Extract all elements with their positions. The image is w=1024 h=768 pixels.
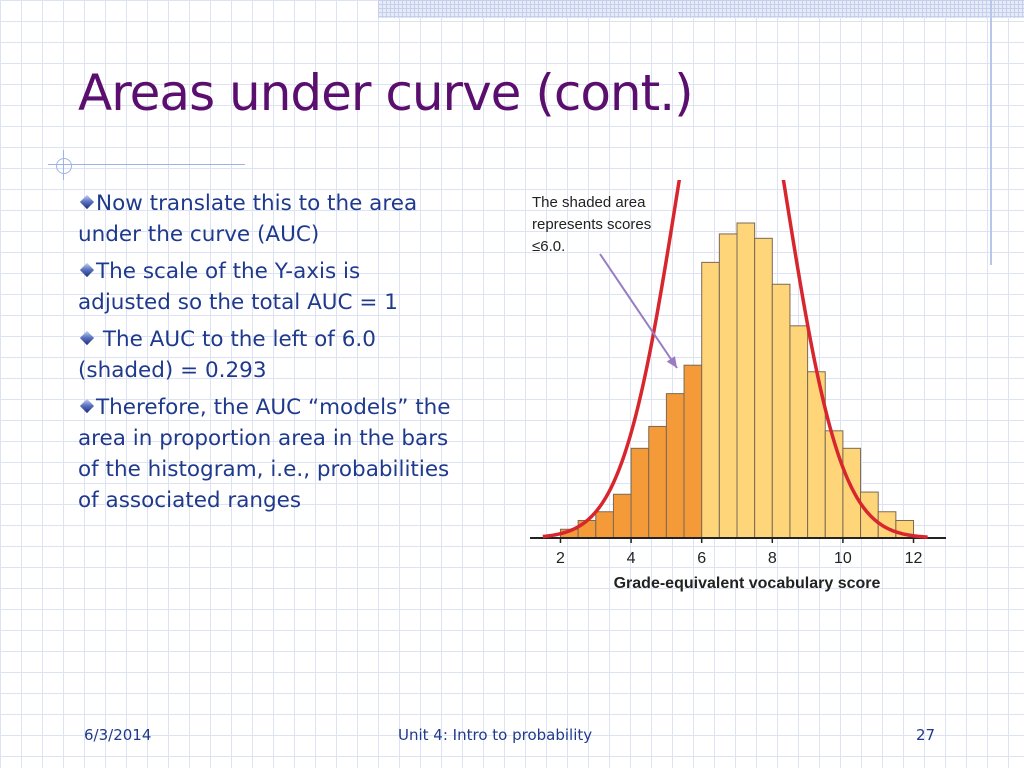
bullet-text: Therefore, the AUC “models” the area in …	[78, 395, 451, 513]
histogram-bar	[701, 261, 720, 539]
x-axis-ticks: 2 4 6 8 10 12	[556, 538, 923, 567]
x-tick-label: 8	[768, 550, 777, 567]
histogram-bar	[718, 233, 738, 539]
bullet-item: The scale of the Y-axis is adjusted so t…	[78, 256, 458, 318]
normal-curve	[542, 180, 928, 539]
footer-date: 6/3/2014	[84, 726, 152, 744]
histogram-bar	[736, 222, 756, 539]
annotation-line: represents scores	[532, 216, 651, 233]
slide-title: Areas under curve (cont.)	[78, 64, 694, 122]
decorative-circle-icon	[56, 158, 72, 174]
bullet-item: The AUC to the left of 6.0 (shaded) = 0.…	[78, 324, 458, 386]
histogram-bar	[648, 425, 667, 539]
x-tick-label: 2	[556, 550, 565, 567]
chart-annotation: The shaded area represents scores ≤6.0.	[532, 194, 651, 255]
bullet-item: Therefore, the AUC “models” the area in …	[78, 392, 458, 516]
histogram-chart: 2 4 6 8 10 12 The shaded area represents score…	[530, 180, 946, 592]
decorative-grid-band	[378, 0, 1024, 18]
bullet-list: Now translate this to the area under the…	[78, 188, 458, 522]
x-tick-label: 6	[697, 550, 706, 567]
histogram-bar	[771, 283, 791, 539]
bullet-item: Now translate this to the area under the…	[78, 188, 458, 250]
diamond-bullet-icon	[79, 398, 95, 414]
bullet-text: Now translate this to the area under the…	[78, 191, 418, 247]
histogram-bar	[754, 237, 773, 539]
annotation-line: ≤6.0.	[532, 238, 565, 255]
bullet-text: The scale of the Y-axis is adjusted so t…	[78, 259, 398, 315]
x-axis-label: Grade-equivalent vocabulary score	[614, 575, 881, 592]
histogram-bar	[842, 447, 862, 539]
footer-title: Unit 4: Intro to probability	[398, 726, 593, 744]
histogram-bar	[595, 511, 614, 539]
bullet-text: The AUC to the left of 6.0 (shaded) = 0.…	[78, 327, 376, 383]
annotation-arrowhead	[666, 356, 677, 368]
histogram-bar	[630, 447, 650, 539]
histogram-bar	[612, 493, 632, 539]
annotation-line: The shaded area	[532, 194, 646, 211]
histogram-bar	[789, 325, 809, 539]
diamond-bullet-icon	[79, 194, 95, 210]
decorative-vertical-line	[990, 0, 992, 265]
annotation-arrow	[599, 253, 678, 369]
diamond-bullet-icon	[79, 262, 95, 278]
x-tick-label: 12	[905, 550, 923, 567]
decorative-crosshair-line	[63, 150, 64, 180]
x-tick-label: 4	[627, 550, 636, 567]
histogram-bars	[559, 222, 915, 539]
x-tick-label: 10	[834, 550, 852, 567]
decorative-horizontal-line	[48, 164, 245, 165]
diamond-bullet-icon	[79, 330, 95, 346]
histogram-bar	[665, 393, 685, 539]
footer-page-number: 27	[916, 726, 936, 744]
histogram-bar	[683, 364, 703, 539]
